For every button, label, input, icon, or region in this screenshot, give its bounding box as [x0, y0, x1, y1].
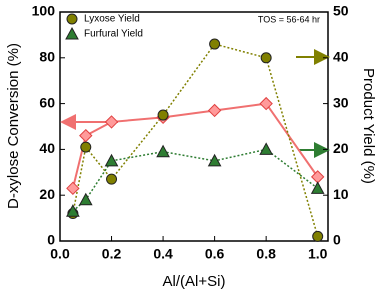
y2-tick-label: 10: [333, 186, 349, 202]
x-tick-label: 0.2: [102, 246, 122, 262]
x-axis-label: Al/(Al+Si): [163, 273, 226, 290]
data-point: [312, 230, 324, 242]
x-tick-label: 0.4: [153, 246, 173, 262]
y2-tick-label: 20: [333, 140, 349, 156]
y-tick-label: 80: [39, 49, 55, 65]
y2-tick-label: 40: [333, 49, 349, 65]
y2-tick-label: 30: [333, 94, 349, 110]
data-point: [156, 144, 170, 158]
data-point: [78, 192, 93, 206]
legend-marker: [66, 13, 78, 25]
data-point: [209, 38, 221, 50]
data-point: [207, 153, 222, 167]
data-point: [260, 52, 272, 64]
legend-label: Lyxose Yield: [84, 14, 140, 25]
data-point: [106, 173, 118, 185]
x-tick-label: 0.0: [50, 246, 70, 262]
data-point: [259, 142, 273, 155]
x-tick-label: 0.8: [256, 246, 276, 262]
y-tick-label: 60: [39, 94, 55, 110]
y-axis-label: D-xylose Conversion (%): [5, 43, 22, 209]
data-point: [207, 103, 222, 118]
legend-marker: [65, 26, 79, 40]
x-tick-label: 0.6: [205, 246, 225, 262]
x-tick-label: 1.0: [308, 246, 328, 262]
legend-label: Furfural Yield: [84, 29, 143, 40]
data-point: [157, 109, 169, 121]
y-tick-label: 20: [39, 186, 55, 202]
y2-tick-label: 0: [333, 232, 341, 248]
data-point: [310, 170, 325, 184]
y-tick-label: 0: [47, 232, 55, 248]
y-tick-label: 40: [39, 140, 55, 156]
y-tick-label: 100: [32, 3, 56, 19]
annotation: TOS = 56-64 hr: [258, 14, 320, 24]
y2-axis-label: Product Yield (%): [360, 68, 377, 184]
data-point: [310, 181, 325, 194]
y2-tick-label: 50: [333, 3, 349, 19]
data-point: [66, 181, 80, 196]
data-point: [259, 96, 273, 111]
series-line: [72, 43, 319, 237]
data-point: [80, 141, 92, 153]
data-point: [79, 128, 93, 143]
data-point: [104, 115, 119, 129]
data-point: [104, 153, 119, 167]
data-point: [66, 204, 80, 217]
plot-frame: [59, 11, 329, 242]
